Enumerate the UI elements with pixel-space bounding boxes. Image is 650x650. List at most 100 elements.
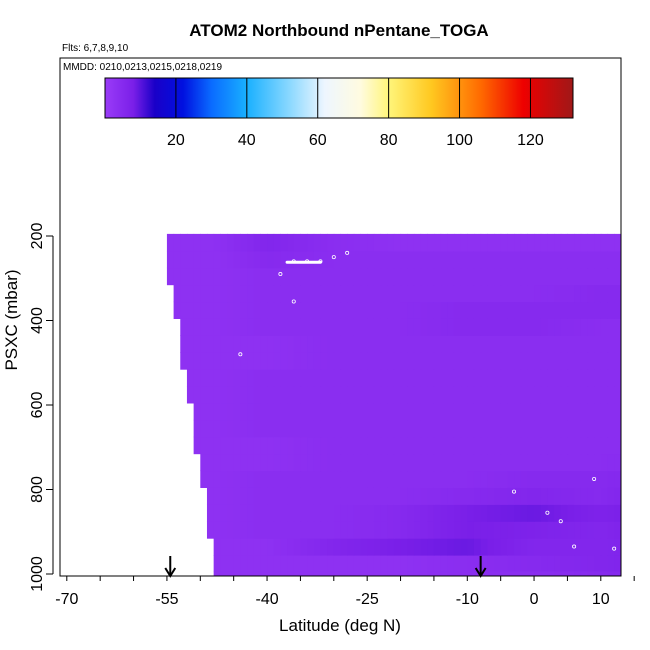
heatmap-cell — [193, 385, 201, 404]
heatmap-cell — [373, 318, 382, 336]
heatmap-cell — [220, 352, 228, 370]
heatmap-cell — [380, 570, 388, 576]
heatmap-cell — [413, 284, 422, 303]
heatmap-cell — [614, 453, 621, 472]
heatmap-cell — [400, 453, 408, 472]
heatmap-cell — [460, 233, 468, 252]
heatmap-cell — [641, 571, 648, 587]
heatmap-cell — [507, 250, 515, 269]
heatmap-cell — [293, 570, 302, 576]
heatmap-cell — [534, 385, 542, 404]
heatmap-cell — [273, 487, 281, 505]
heatmap-cell — [220, 402, 228, 421]
heatmap-cell — [427, 470, 435, 488]
heatmap-cell — [267, 419, 275, 438]
heatmap-cell — [460, 436, 468, 455]
heatmap-cell — [287, 504, 295, 522]
heatmap-cell — [353, 284, 362, 303]
heatmap-cell — [500, 504, 508, 522]
heatmap-cell — [227, 521, 235, 539]
heatmap-cell — [300, 284, 308, 303]
heatmap-cell — [206, 369, 215, 387]
heatmap-cell — [567, 402, 575, 421]
heatmap-cell — [487, 470, 495, 488]
heatmap-cell — [440, 504, 448, 522]
heatmap-cell — [634, 251, 641, 268]
heatmap-cell — [607, 385, 615, 404]
heatmap-cell — [407, 267, 415, 286]
heatmap-cell — [560, 554, 569, 572]
heatmap-cell — [634, 538, 641, 556]
heatmap-cell — [614, 470, 621, 488]
heatmap-cell — [560, 538, 569, 556]
heatmap-cell — [240, 267, 248, 286]
heatmap-cell — [413, 318, 422, 336]
heatmap-cell — [320, 470, 328, 488]
heatmap-cell — [514, 504, 522, 522]
heatmap-cell — [554, 470, 562, 488]
heatmap-cell — [500, 470, 508, 488]
heatmap-cell — [360, 402, 368, 421]
heatmap-cell — [267, 233, 275, 252]
heatmap-cell — [280, 521, 288, 539]
heatmap-cell — [280, 538, 288, 556]
heatmap-cell — [340, 318, 348, 336]
heatmap-cell — [594, 352, 602, 370]
heatmap-cell — [567, 504, 575, 522]
heatmap-cell — [433, 352, 442, 370]
heatmap-cell — [514, 470, 522, 488]
heatmap-cell — [460, 385, 468, 404]
heatmap-cell — [447, 284, 455, 303]
heatmap-cell — [447, 470, 455, 488]
heatmap-cell — [307, 301, 315, 319]
heatmap-cell — [567, 487, 575, 505]
heatmap-cell — [407, 402, 415, 421]
heatmap-cell — [300, 554, 308, 572]
heatmap-cell — [560, 436, 569, 455]
heatmap-cell — [628, 504, 635, 522]
heatmap-cell — [413, 487, 422, 505]
heatmap-cell — [407, 385, 415, 404]
heatmap-cell — [554, 301, 562, 319]
heatmap-cell — [227, 250, 235, 269]
heatmap-cell — [320, 267, 328, 286]
heatmap-cell — [313, 453, 322, 472]
y-tick-label: 400 — [29, 307, 46, 334]
heatmap-cell — [393, 335, 402, 353]
heatmap-cell — [480, 352, 488, 370]
heatmap-cell — [560, 318, 569, 336]
heatmap-cell — [220, 554, 228, 572]
heatmap-cell — [267, 521, 275, 539]
heatmap-cell — [580, 554, 589, 572]
heatmap-cell — [273, 352, 281, 370]
heatmap-cell — [280, 318, 288, 336]
heatmap-cell — [220, 301, 228, 319]
heatmap-cell — [554, 570, 562, 576]
heatmap-cell — [307, 470, 315, 488]
heatmap-cell — [514, 369, 522, 387]
heatmap-cell — [200, 453, 208, 472]
heatmap-cell — [620, 538, 621, 556]
heatmap-cell — [340, 538, 348, 556]
heatmap-cell — [574, 504, 582, 522]
heatmap-cell — [320, 521, 328, 539]
heatmap-cell — [634, 504, 641, 522]
heatmap-cell — [380, 521, 388, 539]
heatmap-cell — [413, 436, 422, 455]
heatmap-cell — [427, 487, 435, 505]
heatmap-cell — [333, 538, 342, 556]
heatmap-cell — [540, 369, 548, 387]
heatmap-cell — [213, 250, 221, 269]
heatmap-cell — [494, 419, 502, 438]
heatmap-cell — [580, 385, 589, 404]
heatmap-cell — [620, 301, 621, 319]
heatmap-cell — [347, 570, 355, 576]
heatmap-cell — [293, 419, 302, 438]
heatmap-cell — [620, 487, 621, 505]
heatmap-cell — [507, 233, 515, 252]
heatmap-cell — [600, 284, 609, 303]
heatmap-cell — [193, 301, 201, 319]
heatmap-cell — [287, 453, 295, 472]
heatmap-cell — [253, 570, 261, 576]
heatmap-cell — [287, 402, 295, 421]
